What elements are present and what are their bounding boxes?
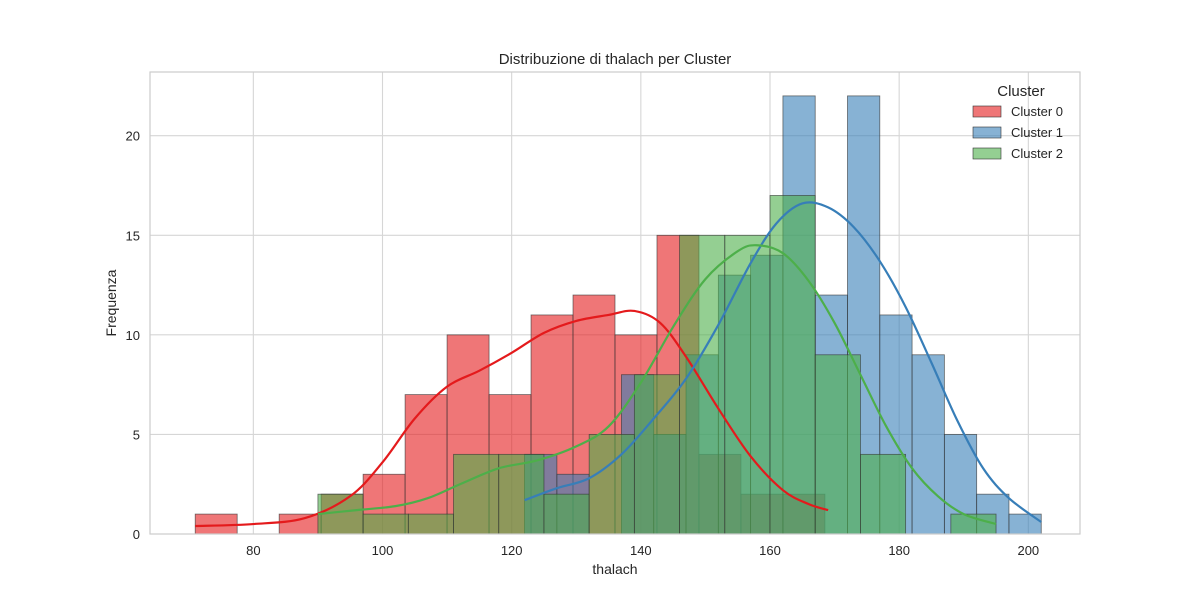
legend-entry-cluster-1: Cluster 1	[972, 125, 1063, 140]
legend-label-cluster-0: Cluster 0	[1011, 104, 1063, 119]
x-tick-label: 140	[630, 543, 652, 558]
legend-swatch-cluster-1	[972, 126, 1002, 139]
y-axis-label: Frequenza	[103, 269, 119, 336]
bars	[194, 95, 1042, 535]
histogram-bar	[404, 394, 448, 535]
histogram-bar	[724, 234, 771, 535]
x-tick-label: 100	[372, 543, 394, 558]
kde-line-cluster-1	[524, 201, 1042, 523]
y-tick-label: 20	[126, 129, 140, 144]
histogram-bar	[1008, 513, 1042, 535]
histogram-bar	[769, 195, 816, 535]
x-tick-label: 120	[501, 543, 523, 558]
histogram-bar	[362, 513, 409, 535]
x-ticks: 80 100 120 140 160 180 200	[246, 543, 1039, 558]
y-tick-label: 5	[133, 427, 140, 442]
legend-entry-cluster-2: Cluster 2	[972, 146, 1063, 161]
histogram-bar	[679, 234, 726, 535]
legend-entry-cluster-0: Cluster 0	[972, 104, 1063, 119]
legend: Cluster Cluster 0 Cluster 1 Cluster 2	[972, 83, 1063, 161]
x-tick-label: 80	[246, 543, 260, 558]
histogram-bar	[911, 354, 945, 535]
legend-label-cluster-2: Cluster 2	[1011, 146, 1063, 161]
histogram-bar	[498, 453, 545, 535]
kde-line-cluster-0	[195, 309, 829, 528]
histogram-bar	[407, 513, 454, 535]
legend-title: Cluster	[997, 83, 1045, 100]
histogram-bar	[588, 434, 635, 535]
histogram-bar	[814, 354, 861, 535]
legend-swatch-cluster-0	[972, 105, 1002, 118]
kde-line-cluster-2	[317, 244, 997, 526]
y-ticks: 0 5 10 15 20	[126, 129, 140, 542]
histogram-bar	[278, 513, 322, 535]
histogram-bar	[633, 374, 680, 535]
legend-swatch-cluster-2	[972, 147, 1002, 160]
plot-frame	[149, 71, 1081, 535]
x-axis-label: thalach	[592, 561, 637, 577]
x-tick-label: 160	[759, 543, 781, 558]
legend-label-cluster-1: Cluster 1	[1011, 125, 1063, 140]
kde-curves	[195, 201, 1042, 528]
x-tick-label: 200	[1017, 543, 1039, 558]
histogram-bar	[453, 453, 500, 535]
y-tick-label: 10	[126, 328, 140, 343]
x-tick-label: 180	[888, 543, 910, 558]
y-tick-label: 15	[126, 228, 140, 243]
histogram-bar	[860, 453, 907, 535]
y-tick-label: 0	[133, 527, 140, 542]
histogram-bar	[543, 493, 590, 535]
bars-cluster-2	[317, 195, 997, 535]
chart-title: Distribuzione di thalach per Cluster	[499, 51, 732, 68]
